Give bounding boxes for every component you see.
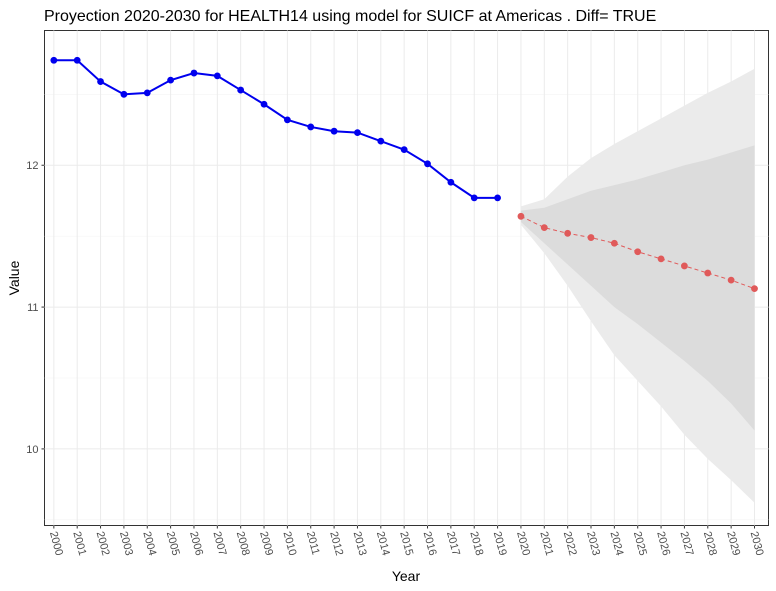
- x-tick-label: 2026: [654, 530, 672, 557]
- observed-point: [307, 123, 315, 131]
- observed-point: [424, 160, 431, 168]
- observed-point: [330, 127, 338, 135]
- x-tick-label: 2018: [467, 530, 485, 557]
- x-tick-label: 2015: [397, 530, 415, 557]
- forecast-point: [610, 239, 618, 247]
- x-tick-label: 2002: [94, 530, 112, 557]
- x-axis: 2000 2001 2002 2003 2004 2005 2006 2007 2008 2009…: [47, 525, 766, 557]
- x-tick-label: 2009: [257, 530, 275, 557]
- x-tick-label: 2006: [187, 530, 205, 557]
- observed-point: [260, 100, 268, 108]
- x-axis-title: Year: [392, 568, 421, 584]
- observed-point: [97, 78, 104, 85]
- forecast-point: [587, 234, 595, 241]
- observed-point: [213, 72, 221, 80]
- y-tick-label: 10: [26, 444, 38, 456]
- x-tick-label: 2024: [607, 530, 625, 557]
- observed-point: [447, 178, 455, 186]
- forecast-point: [704, 269, 712, 277]
- forecast-point: [657, 255, 665, 263]
- x-tick-label: 2019: [491, 530, 509, 557]
- x-tick-label: 2007: [210, 530, 228, 557]
- forecast-point: [517, 212, 525, 220]
- observed-line: [53, 59, 498, 199]
- x-tick-label: 2013: [351, 530, 369, 557]
- forecast-point: [681, 262, 688, 270]
- observed-point: [354, 129, 361, 137]
- observed-point: [50, 56, 58, 64]
- forecast-point: [564, 229, 572, 237]
- x-tick-label: 2003: [117, 530, 135, 557]
- observed-point: [167, 76, 175, 84]
- y-tick-label: 11: [27, 302, 38, 314]
- x-tick-label: 2028: [701, 530, 719, 557]
- chart-title: Proyection 2020-2030 for HEALTH14 using …: [44, 8, 656, 25]
- x-tick-label: 2004: [140, 530, 158, 557]
- forecast-point: [751, 285, 758, 293]
- confidence-bands: [520, 68, 755, 503]
- x-tick-label: 2014: [374, 530, 392, 557]
- forecast-point: [634, 248, 642, 256]
- y-axis-title: Value: [6, 260, 22, 295]
- x-tick-label: 2001: [70, 530, 88, 557]
- observed-point: [237, 86, 245, 94]
- x-tick-label: 2008: [234, 530, 252, 557]
- x-tick-label: 2022: [561, 530, 579, 557]
- observed-point: [377, 137, 385, 145]
- y-tick-label: 12: [26, 160, 38, 172]
- observed-point: [400, 146, 408, 154]
- plot-panel: [44, 30, 769, 526]
- x-tick-label: 2025: [631, 530, 649, 557]
- forecast-point: [540, 224, 548, 232]
- observed-point: [73, 56, 81, 64]
- x-tick-label: 2011: [304, 530, 322, 556]
- x-tick-label: 2029: [724, 530, 742, 557]
- forecast-point: [727, 276, 735, 284]
- x-tick-label: 2012: [327, 530, 345, 557]
- y-axis: 10 11 12: [26, 160, 45, 456]
- observed-point: [470, 194, 478, 202]
- x-tick-label: 2027: [678, 530, 696, 557]
- x-tick-label: 2000: [47, 530, 65, 557]
- x-tick-label: 2017: [444, 530, 462, 557]
- confidence-band-inner: [520, 145, 755, 431]
- x-tick-label: 2030: [748, 530, 766, 557]
- x-tick-label: 2021: [537, 530, 555, 557]
- x-tick-label: 2020: [514, 530, 532, 557]
- x-tick-label: 2016: [421, 530, 439, 557]
- observed-point: [494, 194, 501, 202]
- observed-point: [120, 90, 128, 98]
- series-points: [50, 56, 758, 293]
- observed-point: [190, 69, 198, 77]
- x-tick-label: 2005: [164, 530, 182, 557]
- observed-point: [283, 116, 291, 124]
- x-tick-label: 2023: [584, 530, 602, 557]
- x-tick-label: 2010: [280, 530, 298, 557]
- observed-point: [143, 89, 151, 97]
